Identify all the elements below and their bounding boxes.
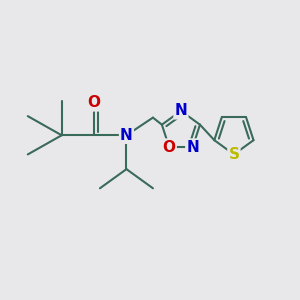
- Text: N: N: [186, 140, 199, 154]
- Text: N: N: [175, 103, 187, 118]
- Text: S: S: [228, 147, 239, 162]
- Text: O: O: [163, 140, 176, 154]
- Text: N: N: [120, 128, 133, 143]
- Text: O: O: [88, 95, 100, 110]
